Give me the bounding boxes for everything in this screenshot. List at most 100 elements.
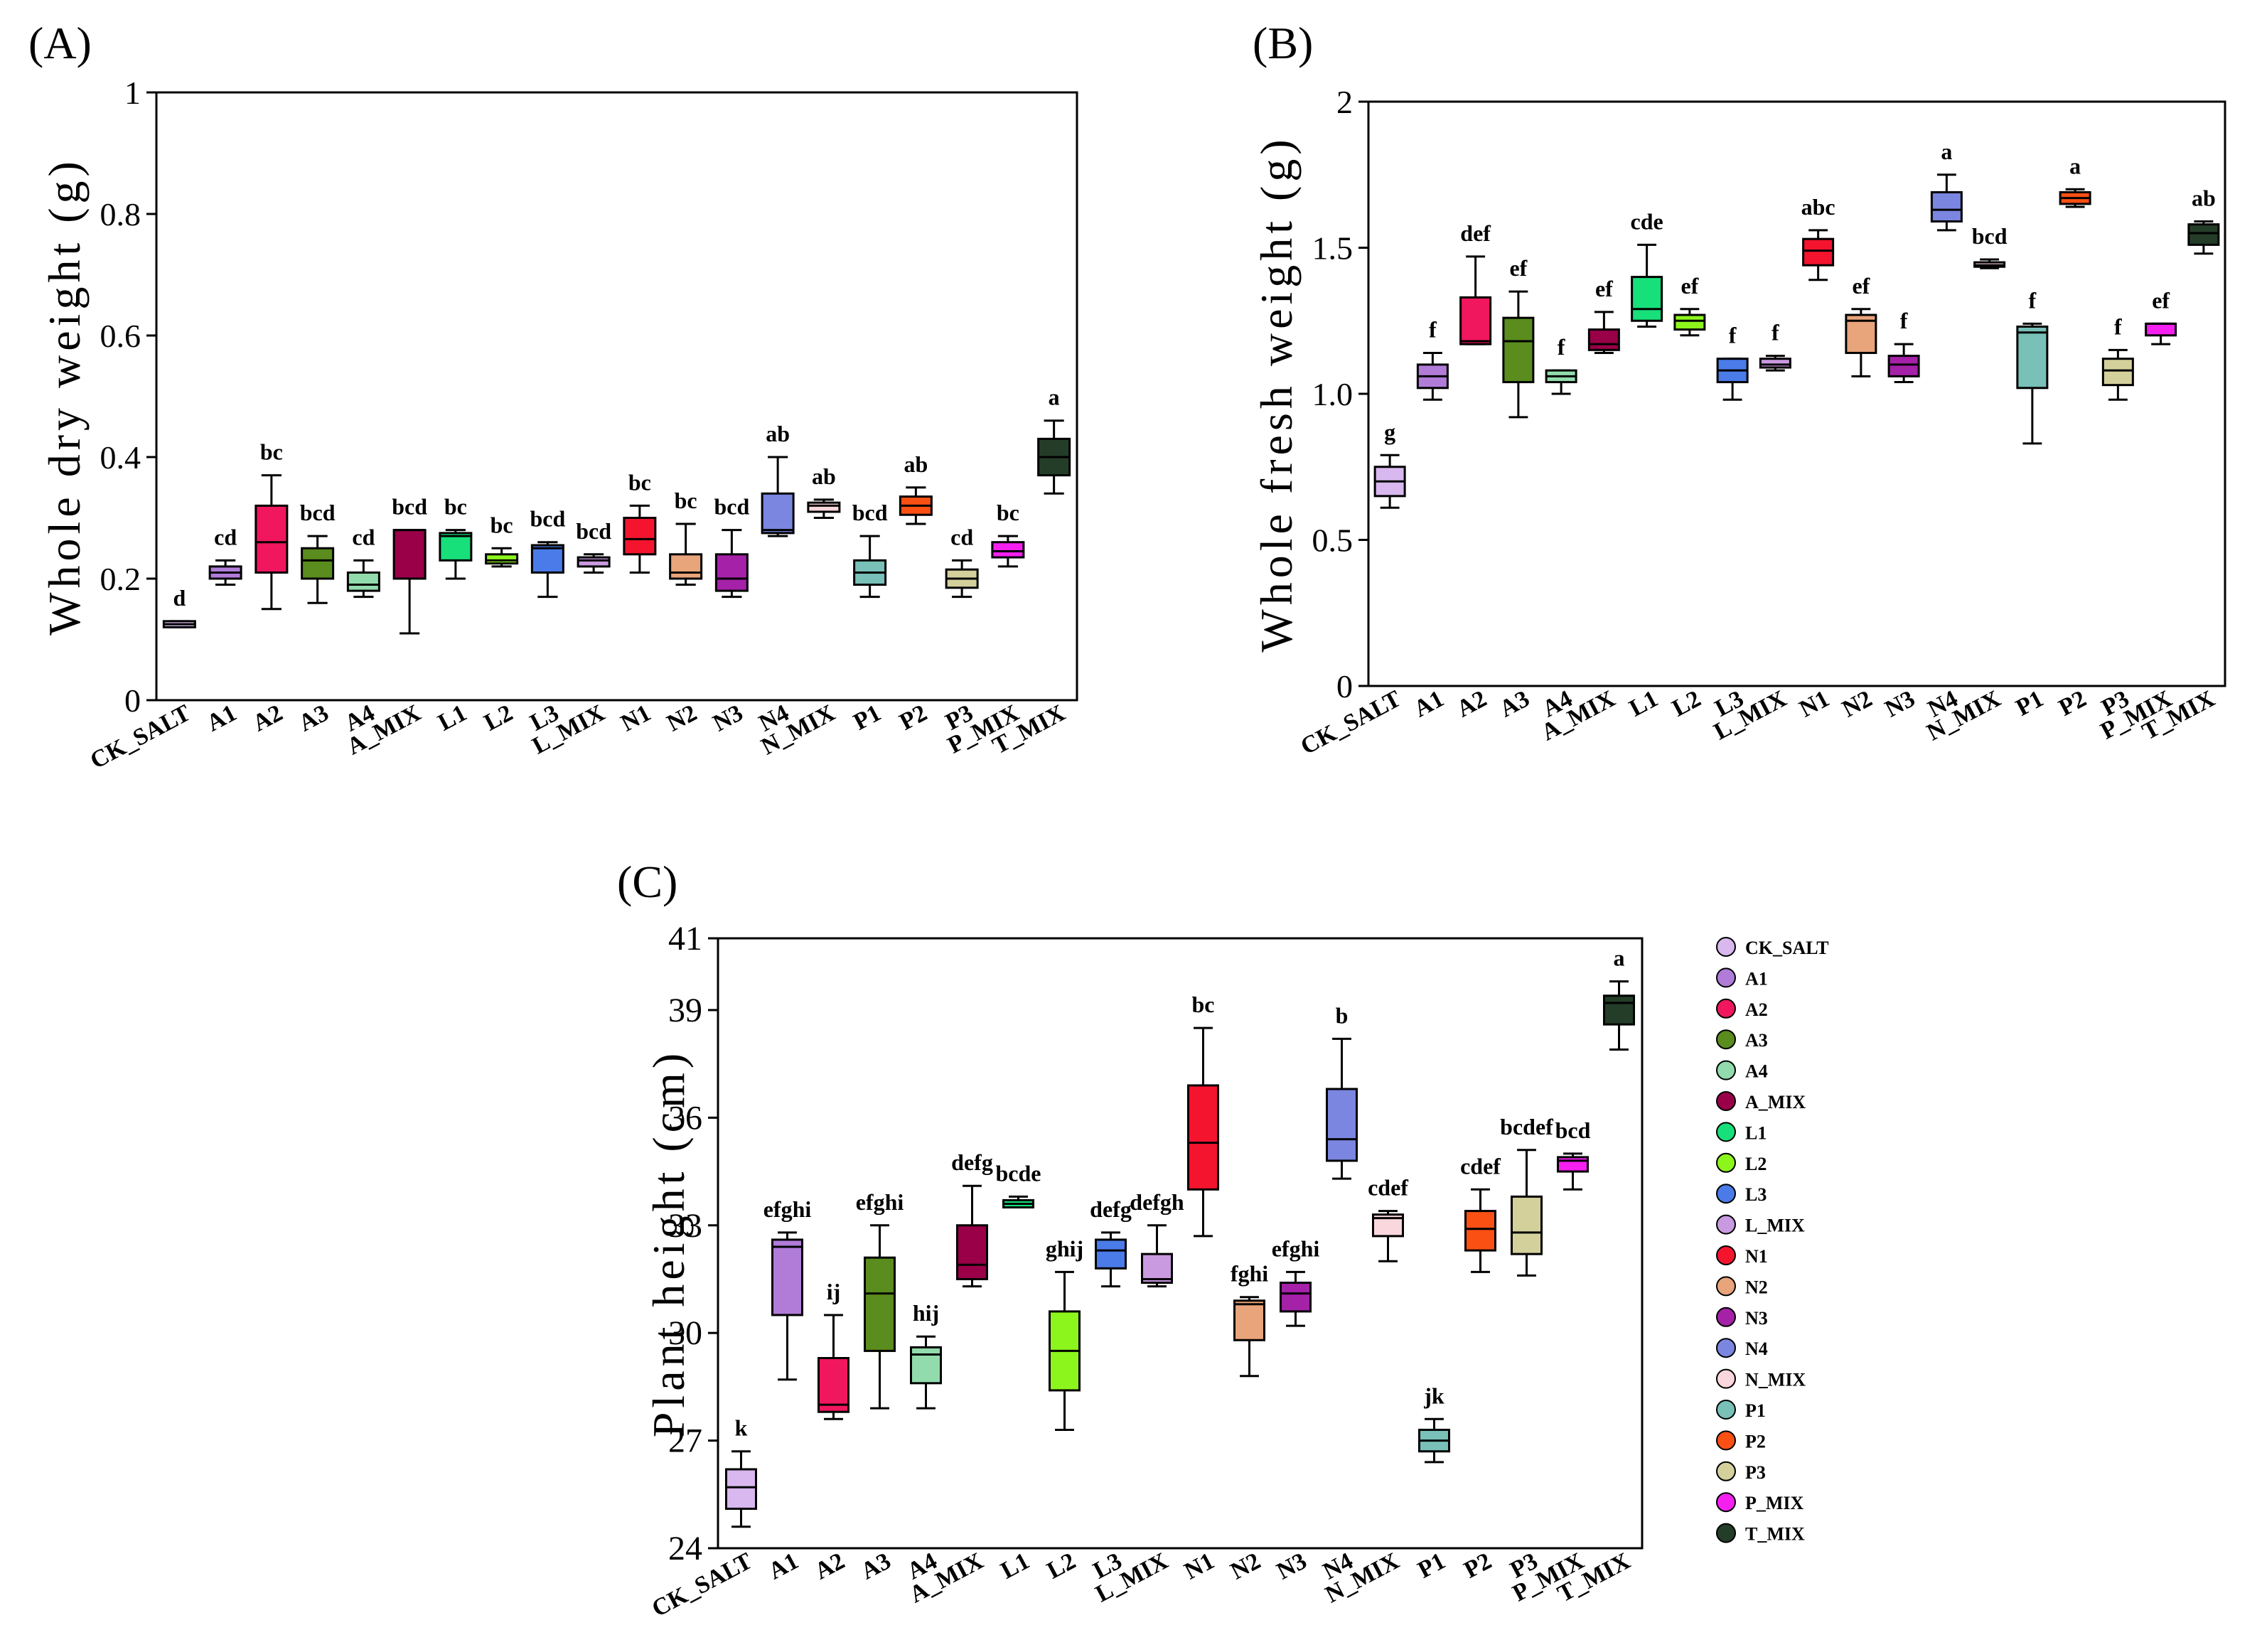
letter-a4: cd [352, 524, 375, 549]
x-tick-label: A1 [764, 1548, 803, 1584]
y-tick-label: 0.8 [100, 196, 141, 232]
legend-label: A1 [1745, 968, 1768, 989]
box-a2 [818, 1314, 849, 1420]
letter-n2: ef [1852, 273, 1870, 299]
box-iqr [346, 571, 380, 592]
letter-l-mix: defgh [1130, 1189, 1184, 1215]
x-tick-label: N2 [663, 699, 701, 736]
x-tick-label: L2 [480, 699, 517, 736]
letter-ck-salt: d [173, 585, 186, 611]
box-iqr [439, 532, 473, 562]
letter-a3: ef [1509, 255, 1527, 281]
box-p3 [945, 559, 979, 599]
legend-label: N2 [1745, 1277, 1768, 1297]
y-tick-label: 33 [668, 1207, 702, 1245]
x-tick-label: A3 [857, 1548, 895, 1584]
letter-p1: f [2029, 287, 2037, 313]
box-n-mix [1372, 1210, 1404, 1262]
box-l-mix [577, 553, 611, 574]
box-l-mix [1759, 355, 1791, 372]
box-n3 [1280, 1270, 1312, 1327]
box-iqr [2145, 322, 2177, 337]
box-iqr [1603, 994, 1635, 1026]
legend-marker [1716, 1245, 1736, 1265]
x-tick-label: A3 [294, 699, 333, 736]
letter-l1: bcde [996, 1160, 1041, 1186]
plot-frame [717, 937, 1644, 1550]
y-tick-label: 36 [668, 1099, 702, 1137]
letter-l3: f [1729, 323, 1737, 348]
y-tick-label: 1.0 [1312, 376, 1354, 412]
box-a-mix [392, 529, 427, 635]
letter-p2: ab [904, 451, 928, 477]
letter-a-mix: bcd [392, 494, 427, 520]
panel-c-plant-height: (C) 24 27 30 33 36 39 41 Plant height (cm) k efghi… [617, 857, 1644, 1622]
box-iqr [1141, 1253, 1173, 1284]
legend-marker [1716, 1461, 1736, 1481]
legend-label: A_MIX [1745, 1092, 1806, 1112]
legend-marker [1716, 998, 1736, 1019]
legend-label: N_MIX [1745, 1370, 1806, 1390]
letter-n4: ab [766, 421, 790, 446]
box-iqr [669, 553, 703, 580]
y-tick-label: 39 [668, 992, 702, 1029]
legend-label: L_MIX [1745, 1216, 1805, 1236]
legend-label: T_MIX [1745, 1524, 1805, 1545]
panel-label: (B) [1253, 18, 1313, 68]
letter-l2: ghij [1046, 1235, 1083, 1261]
x-tick-label: P2 [1460, 1548, 1496, 1583]
box-iqr [956, 1224, 988, 1280]
box-iqr [1459, 296, 1492, 345]
box-l1 [1002, 1195, 1034, 1209]
box-a3 [301, 535, 335, 604]
legend-marker [1716, 1492, 1736, 1513]
box-iqr [1280, 1282, 1312, 1313]
box-iqr [1095, 1238, 1127, 1270]
legend-label: N3 [1745, 1308, 1768, 1329]
box-l3 [1716, 358, 1749, 401]
box-p1 [1418, 1417, 1450, 1464]
legend-label: A2 [1745, 999, 1768, 1020]
plot-frame [155, 91, 1078, 702]
letter-n-mix: ab [812, 463, 836, 489]
x-tick-label: N3 [1272, 1548, 1311, 1584]
box-iqr [864, 1256, 896, 1352]
box-iqr [991, 541, 1025, 559]
letter-a4: f [1558, 334, 1565, 360]
y-tick-label: 0 [124, 682, 141, 719]
box-iqr [577, 556, 611, 568]
letter-n4: b [1336, 1002, 1349, 1028]
y-tick-label: 1 [124, 75, 141, 111]
box-iqr [1557, 1156, 1589, 1173]
box-iqr [301, 547, 335, 580]
box-n4 [1326, 1037, 1358, 1180]
box-n-mix [1973, 258, 2006, 269]
letter-p1: jk [1423, 1383, 1444, 1408]
letter-n1: abc [1801, 194, 1835, 220]
y-tick-label: 0.6 [100, 318, 141, 354]
letter-p2: a [2069, 153, 2081, 178]
y-tick-label: 1.5 [1312, 230, 1354, 267]
legend-label: N1 [1745, 1246, 1768, 1267]
letter-a2: ij [827, 1279, 841, 1304]
legend-marker [1716, 1152, 1736, 1173]
panel-b-fresh-weight: (B) 0 0.5 1.0 1.5 2 Whole fresh weight (g) g f de… [1251, 18, 2226, 760]
letter-n3: bcd [714, 494, 749, 520]
box-iqr [1802, 237, 1835, 267]
x-tick-label: A2 [1452, 685, 1491, 722]
legend-marker [1716, 1184, 1736, 1204]
box-iqr [725, 1468, 757, 1510]
x-tick-label: L1 [1625, 685, 1662, 722]
legend-label: L1 [1745, 1122, 1767, 1143]
box-n-mix [807, 498, 841, 519]
box-iqr [485, 553, 519, 565]
x-tick-label: L2 [1043, 1548, 1080, 1584]
box-a4 [346, 559, 380, 599]
x-tick-label: P1 [2012, 685, 2048, 721]
box-p3 [2101, 348, 2134, 401]
letter-n3: efghi [1272, 1235, 1320, 1261]
letter-t-mix: ab [2192, 186, 2216, 211]
box-iqr [1587, 328, 1620, 351]
box-iqr [761, 492, 795, 535]
x-tick-label: P2 [895, 699, 931, 735]
